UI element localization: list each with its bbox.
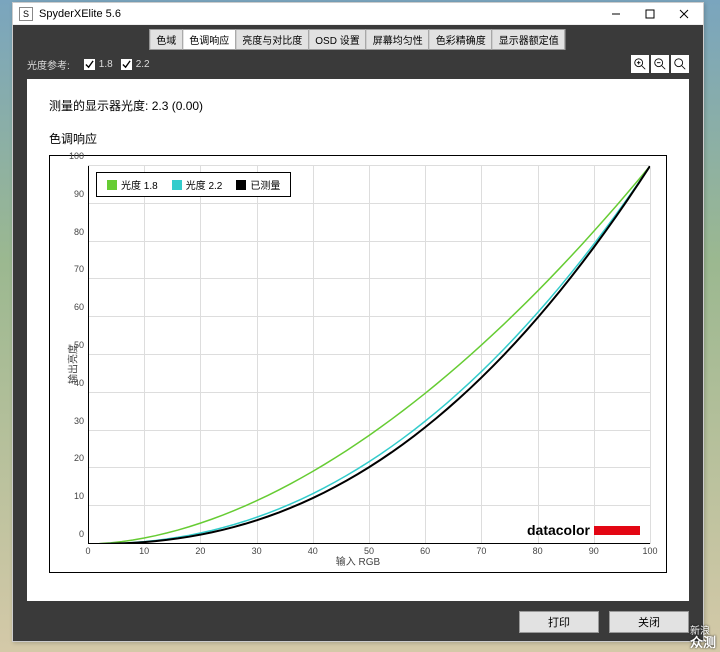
tab-2[interactable]: 亮度与对比度 <box>235 29 309 50</box>
window-title: SpyderXElite 5.6 <box>37 8 599 20</box>
checkbox-18[interactable] <box>84 59 95 70</box>
legend-label: 已测量 <box>250 177 280 192</box>
control-row: 光度参考: 1.8 2.2 <box>13 55 703 73</box>
checkbox-22[interactable] <box>121 59 132 70</box>
legend: 光度 1.8 光度 2.2 已测量 <box>96 172 291 197</box>
measured-value: 2.3 (0.00) <box>152 99 203 113</box>
tab-6[interactable]: 显示器额定值 <box>492 29 566 50</box>
legend-item: 光度 1.8 <box>107 177 158 192</box>
xtick: 30 <box>252 546 262 556</box>
xtick: 60 <box>420 546 430 556</box>
zoom-in-icon[interactable] <box>631 55 649 73</box>
xtick: 90 <box>589 546 599 556</box>
maximize-button[interactable] <box>633 4 667 24</box>
brand-bar <box>594 526 640 535</box>
ytick: 40 <box>74 378 84 388</box>
curves <box>88 166 650 544</box>
ytick: 80 <box>74 227 84 237</box>
chart-title: 色调响应 <box>49 130 667 147</box>
titlebar: S SpyderXElite 5.6 <box>13 3 703 25</box>
legend-item: 已测量 <box>236 177 280 192</box>
legend-item: 光度 2.2 <box>172 177 223 192</box>
ytick: 10 <box>74 491 84 501</box>
footer-buttons: 打印 关闭 <box>519 611 689 633</box>
close-button[interactable] <box>667 4 701 24</box>
measured-label: 测量的显示器光度: <box>49 99 148 113</box>
legend-label: 光度 1.8 <box>121 177 158 192</box>
legend-swatch <box>236 180 246 190</box>
minimize-button[interactable] <box>599 4 633 24</box>
content-page: 测量的显示器光度: 2.3 (0.00) 色调响应 输出亮度 输入 RGB 00… <box>27 79 689 601</box>
xtick: 20 <box>195 546 205 556</box>
gamma-ref-label: 光度参考: <box>27 57 70 72</box>
xtick: 0 <box>85 546 90 556</box>
tab-4[interactable]: 屏幕均匀性 <box>366 29 430 50</box>
tab-strip: 色域色调响应亮度与对比度OSD 设置屏幕均匀性色彩精确度显示器额定值 <box>150 29 565 50</box>
close-app-button[interactable]: 关闭 <box>609 611 689 633</box>
ytick: 100 <box>69 151 84 161</box>
print-button[interactable]: 打印 <box>519 611 599 633</box>
brand-mark: datacolor <box>527 522 640 538</box>
brand-text: datacolor <box>527 522 590 538</box>
plot-area: 0010102020303040405050606070708080909010… <box>88 166 650 544</box>
zoom-reset-icon[interactable] <box>671 55 689 73</box>
window-controls <box>599 4 701 24</box>
xtick: 100 <box>642 546 657 556</box>
legend-swatch <box>172 180 182 190</box>
xtick: 10 <box>139 546 149 556</box>
tab-3[interactable]: OSD 设置 <box>308 29 366 50</box>
watermark: 新浪 众测 <box>690 626 716 648</box>
zoom-out-icon[interactable] <box>651 55 669 73</box>
ytick: 50 <box>74 340 84 350</box>
tab-1[interactable]: 色调响应 <box>182 29 236 50</box>
chart-container: 输出亮度 输入 RGB 0010102020303040405050606070… <box>49 155 667 573</box>
ytick: 60 <box>74 302 84 312</box>
ytick: 90 <box>74 189 84 199</box>
legend-swatch <box>107 180 117 190</box>
app-icon: S <box>19 7 33 21</box>
app-window: S SpyderXElite 5.6 色域色调响应亮度与对比度OSD 设置屏幕均… <box>12 2 704 642</box>
legend-label: 光度 2.2 <box>186 177 223 192</box>
ytick: 30 <box>74 416 84 426</box>
xtick: 40 <box>308 546 318 556</box>
measured-gamma: 测量的显示器光度: 2.3 (0.00) <box>49 97 667 114</box>
ytick: 70 <box>74 264 84 274</box>
watermark-line2: 众测 <box>690 637 716 648</box>
checkbox-22-label: 2.2 <box>136 59 150 70</box>
xtick: 70 <box>476 546 486 556</box>
xtick: 50 <box>364 546 374 556</box>
app-body: 色域色调响应亮度与对比度OSD 设置屏幕均匀性色彩精确度显示器额定值 光度参考:… <box>13 25 703 641</box>
xtick: 80 <box>533 546 543 556</box>
ytick: 0 <box>79 529 84 539</box>
checkbox-18-label: 1.8 <box>99 59 113 70</box>
tab-5[interactable]: 色彩精确度 <box>429 29 493 50</box>
tab-0[interactable]: 色域 <box>149 29 183 50</box>
ytick: 20 <box>74 453 84 463</box>
